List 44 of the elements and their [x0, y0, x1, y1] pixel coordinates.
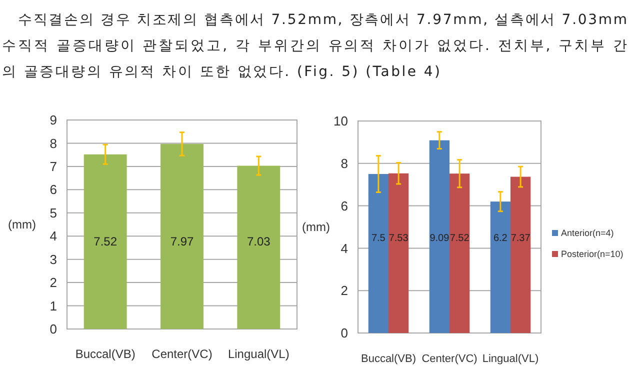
y-tick-label: 7 [50, 158, 57, 174]
data-label: 7.53 [388, 233, 409, 244]
y-tick-label: 2 [50, 275, 57, 290]
data-label: 9.09 [430, 233, 450, 244]
bar [368, 174, 388, 333]
data-label: 7.03 [246, 234, 271, 248]
x-tick-label: Center(VC) [422, 352, 478, 365]
data-label: 7.5 [371, 233, 386, 244]
y-tick-label: 9 [50, 112, 57, 128]
x-tick-label: Lingual(VL) [228, 347, 290, 362]
y-tick-label: 8 [340, 156, 348, 171]
bar [450, 174, 470, 333]
y-tick-label: 10 [334, 114, 348, 129]
y-tick-label: 2 [340, 283, 348, 298]
y-tick-label: 6 [340, 198, 348, 214]
text: 수직적 골증대량이 관찰되었고, 각 부위간의 유의적 차이가 없었다. 전치부, 구치부 간 [2, 38, 627, 54]
legend-label: Anterior(n=4) [561, 228, 614, 238]
bar [510, 176, 531, 333]
y-tick-label: 0 [50, 322, 57, 337]
y-tick-label: 3 [50, 252, 57, 267]
x-tick-label: Buccal(VB) [360, 352, 416, 365]
text: 의 골증대량의 유의적 차이 또한 없었다. (Fig. 5) (Table 4) [2, 64, 440, 80]
data-label: 7.52 [450, 233, 470, 244]
y-tick-label: 4 [50, 228, 57, 244]
y-tick-label: 8 [50, 136, 57, 151]
legend-label: Posterior(n=10) [561, 249, 624, 260]
data-label: 6.2 [493, 233, 508, 244]
bar [429, 140, 450, 333]
bar [388, 173, 409, 333]
x-tick-label: Buccal(VB) [75, 347, 136, 362]
text: 수직결손의 경우 치조제의 협측에서 7.52mm, 장측에서 7.97mm, 설측에서 7.03mm [18, 12, 627, 28]
y-tick-label: 5 [50, 205, 57, 220]
bar [490, 202, 510, 333]
y-axis-title: (mm) [8, 218, 36, 232]
data-label: 7.97 [170, 234, 194, 248]
data-label: 7.52 [94, 234, 118, 248]
y-tick-label: 4 [340, 240, 348, 256]
y-tick-label: 0 [340, 326, 348, 341]
y-tick-label: 6 [50, 182, 57, 198]
x-tick-label: Lingual(VL) [482, 352, 539, 365]
x-tick-label: Center(VC) [152, 347, 212, 362]
data-label: 7.37 [510, 233, 531, 244]
y-axis-title: (mm) [302, 220, 330, 234]
y-tick-label: 1 [50, 298, 57, 314]
